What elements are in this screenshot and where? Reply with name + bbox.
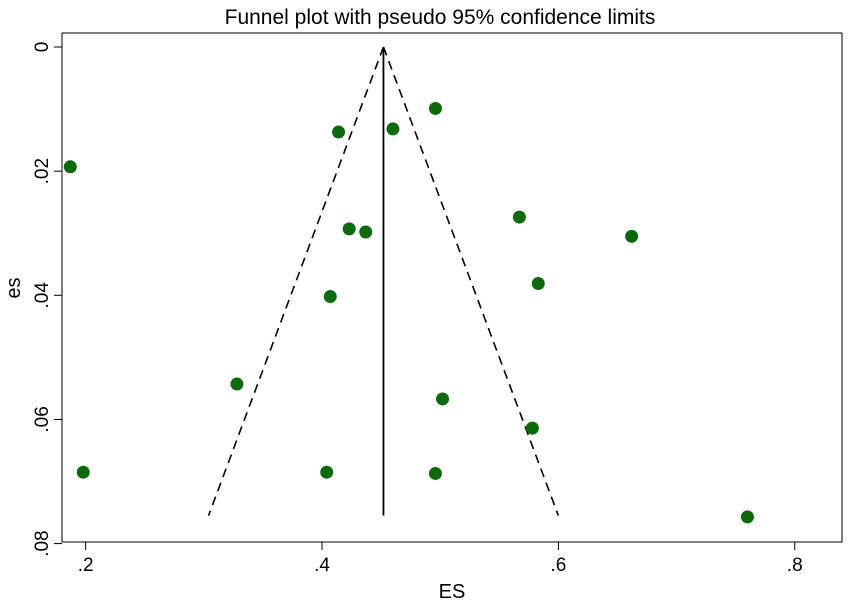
data-point-6 <box>342 222 356 236</box>
upper-confidence-limit-line <box>382 46 560 516</box>
y-tick-label-4: .08 <box>32 530 53 556</box>
data-point-12 <box>512 210 526 224</box>
data-point-0 <box>63 160 77 174</box>
data-point-8 <box>386 122 400 136</box>
y-tick-label-2: .04 <box>32 282 53 309</box>
x-tick-label-1: .4 <box>314 555 330 576</box>
x-tick-label-0: .2 <box>78 555 94 576</box>
data-point-1 <box>76 465 90 479</box>
x-tick-label-3: .8 <box>787 555 803 576</box>
chart-title: Funnel plot with pseudo 95% confidence l… <box>225 6 656 29</box>
confidence-funnel <box>207 46 560 516</box>
data-point-3 <box>320 465 334 479</box>
data-point-15 <box>625 229 639 243</box>
data-point-13 <box>525 421 539 435</box>
data-point-16 <box>740 510 754 524</box>
x-axis-ticks: .2 .4 .6 .8 <box>78 542 803 576</box>
data-point-11 <box>436 392 450 406</box>
data-points <box>63 101 754 524</box>
data-point-5 <box>332 125 346 139</box>
x-axis-label: ES <box>439 581 466 603</box>
data-point-9 <box>428 101 442 115</box>
y-axis-label: es <box>3 277 25 298</box>
plot-frame <box>61 32 843 543</box>
data-point-4 <box>323 290 337 304</box>
x-tick-label-2: .6 <box>550 555 566 576</box>
y-tick-label-3: .06 <box>32 406 53 432</box>
y-axis-ticks: 0 .02 .04 .06 .08 <box>32 42 62 557</box>
y-tick-label-0: 0 <box>32 42 53 53</box>
data-point-2 <box>230 377 244 391</box>
y-tick-label-1: .02 <box>32 158 53 184</box>
data-point-14 <box>531 276 545 290</box>
lower-confidence-limit-line <box>207 46 385 516</box>
data-point-10 <box>428 466 442 480</box>
data-point-7 <box>359 225 373 239</box>
